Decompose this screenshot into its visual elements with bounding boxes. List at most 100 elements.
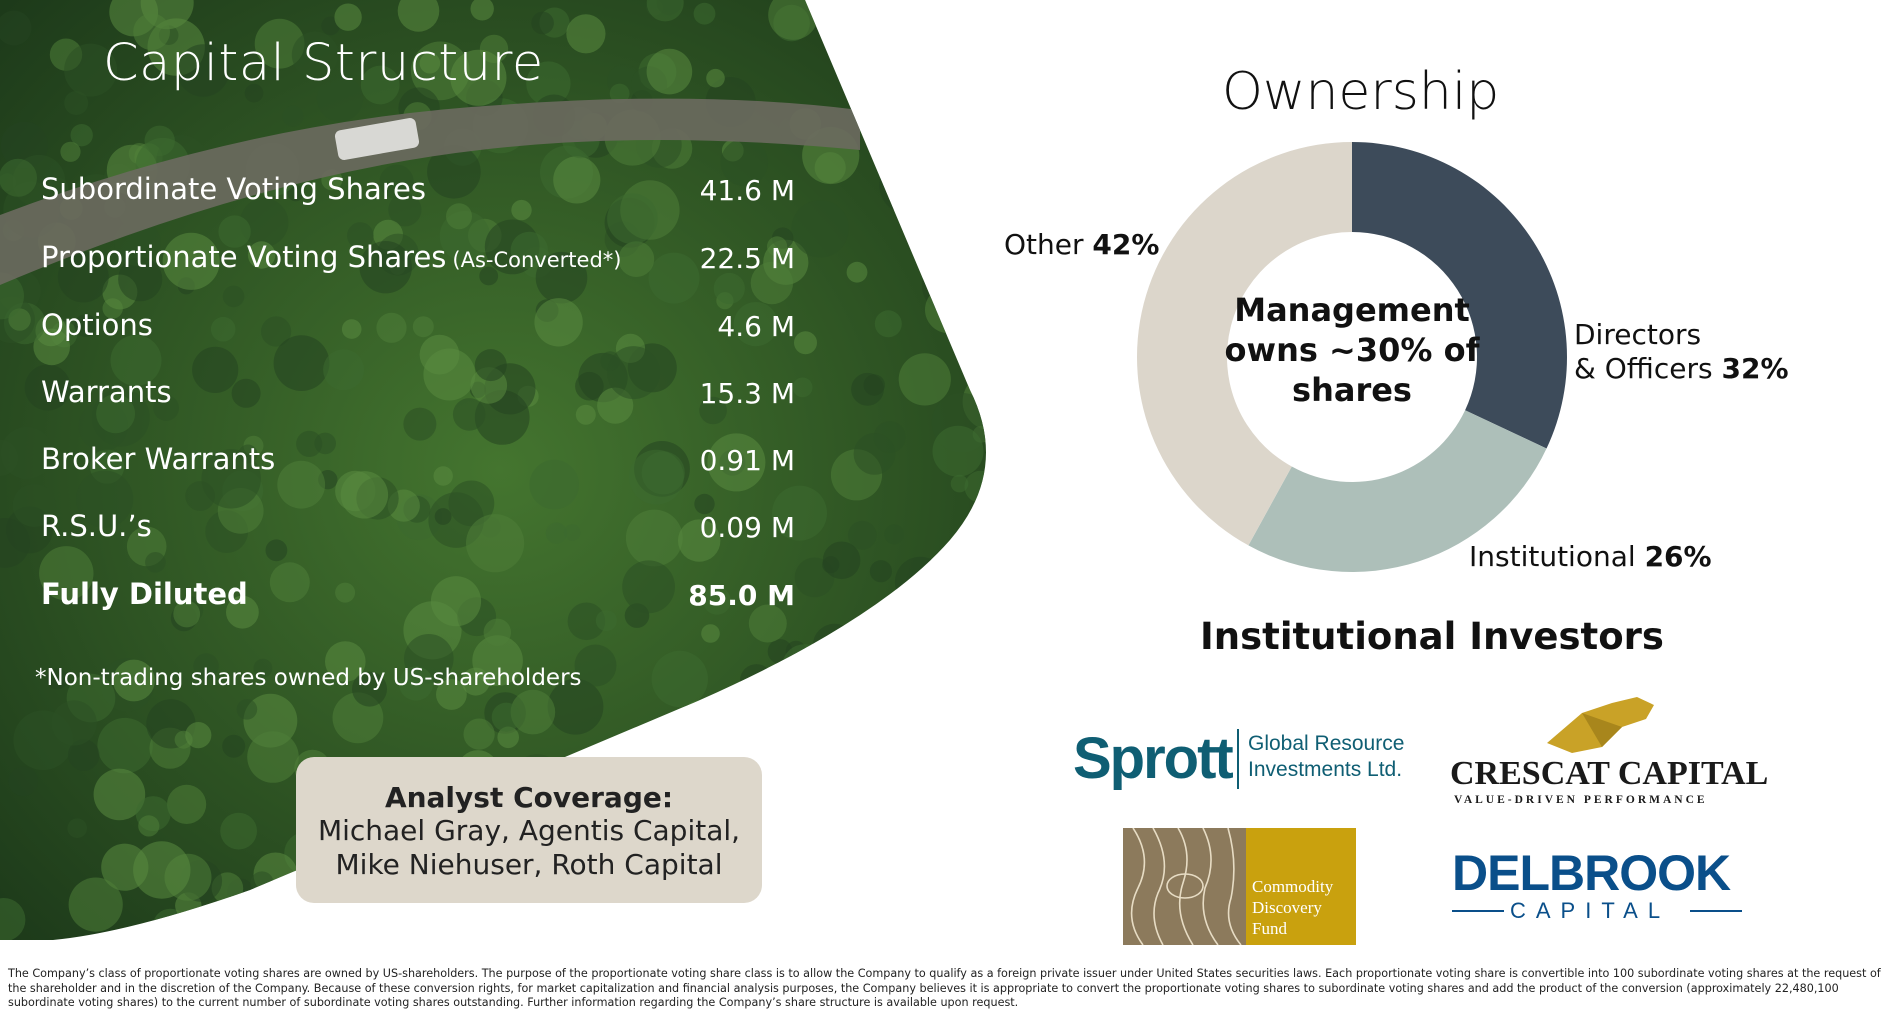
tree-canopy [898, 353, 951, 406]
tree-canopy [959, 673, 986, 730]
tree-canopy [0, 518, 30, 568]
tree-canopy [511, 199, 532, 221]
donut-slice-other [1137, 142, 1352, 546]
tree-canopy [869, 560, 893, 583]
center-line: owns ~30% of [1224, 331, 1480, 369]
tree-canopy [792, 377, 813, 398]
cap-row-value: 0.91 M [699, 444, 795, 477]
tree-canopy [162, 232, 220, 290]
tree-canopy [681, 700, 718, 738]
tree-canopy [12, 484, 56, 527]
cap-row-label: Subordinate Voting Shares [41, 172, 426, 206]
tree-canopy [963, 910, 986, 939]
tree-canopy [812, 623, 857, 668]
tree-canopy [398, 666, 434, 701]
tree-canopy [51, 700, 97, 746]
tree-canopy [968, 0, 986, 15]
tree-canopy [946, 51, 986, 105]
cap-row-value: 41.6 M [699, 174, 795, 207]
institutional-investors-title: Institutional Investors [1200, 615, 1664, 658]
cap-row-label: Fully Diluted [41, 577, 248, 611]
tree-canopy [0, 158, 37, 197]
tree-canopy [258, 890, 275, 908]
tree-canopy [625, 509, 683, 567]
commodity-discovery-fund-logo: Commodity Discovery Fund [1123, 828, 1356, 945]
tree-canopy [218, 215, 251, 248]
tree-canopy [347, 222, 374, 249]
tree-canopy [185, 722, 212, 749]
donut-slice-directors-officers [1352, 142, 1567, 449]
cap-row-note: (As-Converted*) [452, 248, 622, 272]
tree-canopy [963, 156, 986, 178]
tree-canopy [8, 766, 38, 797]
tree-canopy [651, 650, 708, 708]
ownership-donut-chart [1137, 142, 1567, 572]
tree-canopy [703, 586, 731, 615]
tree-canopy [210, 316, 236, 342]
tree-canopy [296, 430, 323, 457]
tree-canopy [916, 0, 952, 20]
tree-canopy [563, 524, 581, 541]
tree-canopy [960, 586, 986, 623]
tree-canopy [545, 522, 568, 544]
cap-row-value: 0.09 M [699, 511, 795, 544]
tree-canopy [244, 83, 264, 103]
tree-canopy [889, 797, 930, 838]
cap-row-proportionate: Proportionate Voting Shares (As-Converted… [41, 240, 795, 284]
capital-structure-title: Capital Structure [103, 34, 544, 93]
tree-canopy [314, 432, 337, 455]
tree-canopy [192, 346, 239, 393]
tree-canopy [646, 0, 684, 22]
tree-canopy [334, 3, 362, 31]
tree-canopy [863, 374, 885, 396]
tree-canopy [446, 203, 472, 230]
tree-canopy [57, 251, 109, 303]
tree-canopy [466, 514, 525, 573]
tree-canopy [748, 604, 787, 643]
tree-canopy [67, 739, 100, 771]
tree-canopy [531, 11, 554, 35]
cap-row-broker-warrants: Broker Warrants 0.91 M [41, 442, 795, 486]
tree-canopy [567, 602, 606, 641]
tree-canopy [340, 471, 389, 519]
tree-canopy [896, 743, 916, 763]
tree-canopy [901, 11, 933, 43]
cap-row-fully-diluted: Fully Diluted 85.0 M [41, 577, 795, 621]
cap-row-warrants: Warrants 15.3 M [41, 375, 795, 419]
tree-canopy [981, 189, 986, 224]
tree-canopy [222, 285, 245, 308]
tree-canopy [64, 91, 89, 115]
tree-canopy [874, 310, 902, 338]
tree-canopy [943, 79, 982, 118]
tree-canopy [963, 299, 982, 318]
tree-canopy [138, 815, 160, 837]
tree-canopy [323, 349, 365, 391]
tree-canopy [812, 679, 859, 726]
tree-canopy [748, 669, 796, 716]
legal-disclaimer: The Company’s class of proportionate vot… [8, 967, 1881, 1009]
tree-canopy [316, 75, 364, 122]
tree-canopy [433, 466, 453, 486]
tree-canopy [470, 0, 494, 21]
tree-canopy [529, 459, 579, 510]
label-institutional: Institutional 26% [1469, 540, 1712, 573]
tree-canopy [434, 508, 452, 525]
tree-canopy [167, 784, 207, 825]
tree-canopy [145, 552, 166, 573]
tree-canopy [849, 748, 870, 769]
tree-canopy [231, 378, 261, 408]
cap-row-options: Options 4.6 M [41, 308, 795, 352]
crescat-capital-logo: CRESCAT CAPITAL VALUE-DRIVEN PERFORMANCE [1450, 695, 1768, 815]
tree-canopy [713, 272, 745, 305]
tree-canopy [806, 679, 846, 719]
tree-canopy [823, 879, 858, 914]
tree-canopy [641, 451, 685, 495]
tree-canopy [67, 818, 87, 838]
analyst-coverage-box: Analyst Coverage: Michael Gray, Agentis … [296, 757, 762, 903]
tree-canopy [824, 809, 877, 862]
tree-canopy [403, 407, 437, 441]
tree-canopy [60, 141, 81, 162]
tree-canopy [925, 286, 972, 334]
tree-canopy [599, 905, 652, 940]
tree-canopy [76, 470, 134, 528]
